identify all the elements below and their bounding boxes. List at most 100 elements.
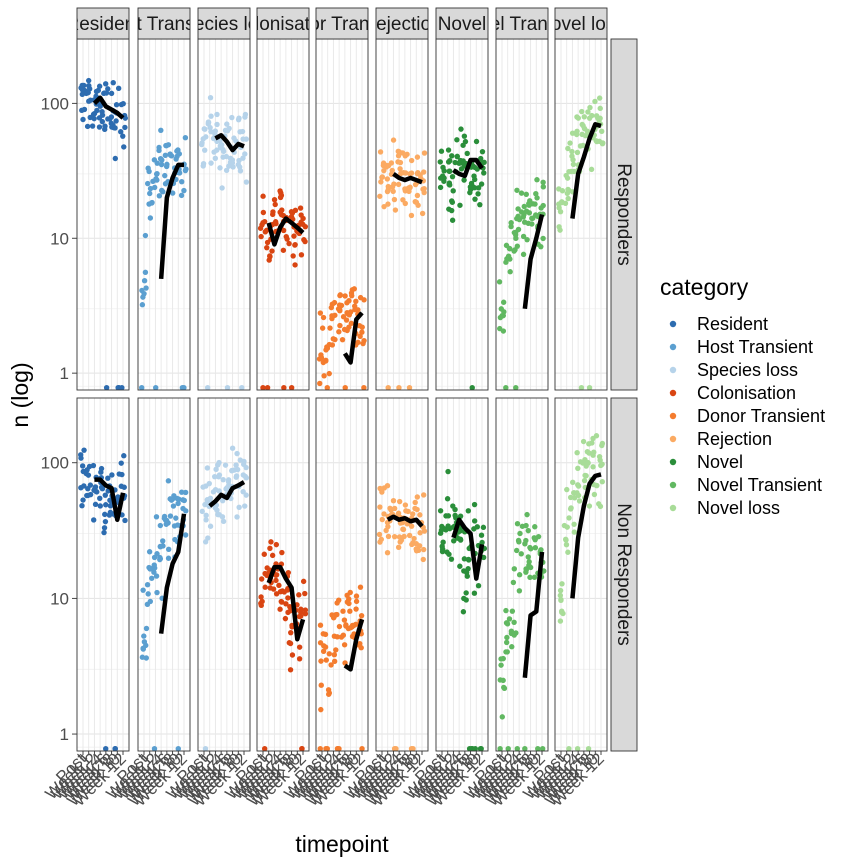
panel-background bbox=[376, 398, 428, 751]
data-point bbox=[580, 142, 586, 149]
data-point bbox=[324, 745, 330, 751]
points-group bbox=[377, 137, 428, 390]
data-point bbox=[585, 109, 591, 115]
data-point bbox=[174, 495, 180, 502]
x-axis-title: timepoint bbox=[295, 831, 389, 857]
data-point bbox=[183, 166, 189, 172]
panel-background bbox=[436, 398, 488, 751]
data-point bbox=[220, 146, 226, 153]
data-point bbox=[317, 745, 323, 751]
data-point bbox=[498, 662, 504, 668]
median-line bbox=[392, 172, 423, 185]
data-point bbox=[86, 98, 92, 104]
data-point bbox=[578, 385, 585, 390]
data-point bbox=[538, 547, 544, 553]
data-point bbox=[460, 158, 466, 164]
row-strip-label: Non Responders bbox=[613, 503, 634, 646]
data-point bbox=[357, 333, 363, 339]
data-point bbox=[199, 508, 205, 515]
data-point bbox=[479, 148, 486, 155]
data-point bbox=[242, 151, 248, 157]
data-point bbox=[421, 185, 427, 192]
data-point bbox=[532, 201, 538, 207]
data-point bbox=[268, 539, 274, 545]
data-point bbox=[298, 613, 304, 619]
y-tick-label: 1 bbox=[60, 364, 69, 383]
data-point bbox=[576, 498, 583, 504]
data-point bbox=[503, 639, 510, 646]
data-point bbox=[285, 595, 291, 601]
data-point bbox=[396, 534, 403, 540]
data-point bbox=[500, 677, 506, 684]
data-point bbox=[105, 86, 111, 92]
data-point bbox=[227, 155, 234, 161]
data-point bbox=[89, 123, 96, 129]
data-point bbox=[302, 590, 308, 597]
data-point bbox=[342, 293, 348, 299]
data-point bbox=[447, 158, 453, 164]
data-point bbox=[90, 111, 97, 118]
data-point bbox=[243, 179, 250, 185]
strip-label: Resident bbox=[66, 14, 142, 35]
data-point bbox=[527, 544, 533, 551]
data-point bbox=[181, 187, 187, 194]
data-point bbox=[329, 301, 336, 307]
data-point bbox=[96, 124, 103, 130]
data-point bbox=[204, 465, 211, 471]
data-point bbox=[420, 556, 426, 563]
data-point bbox=[360, 340, 366, 347]
data-point bbox=[497, 745, 503, 751]
data-point bbox=[557, 618, 564, 624]
data-point bbox=[340, 314, 347, 320]
data-point bbox=[346, 600, 352, 607]
panel-border bbox=[315, 397, 369, 752]
data-point bbox=[267, 253, 273, 259]
data-point bbox=[409, 541, 415, 548]
data-point bbox=[233, 474, 239, 480]
legend-swatch bbox=[669, 320, 677, 328]
data-point bbox=[400, 526, 406, 532]
data-point bbox=[337, 292, 343, 299]
data-point bbox=[212, 155, 219, 161]
row-strip-non-responders: Non Responders bbox=[610, 397, 638, 752]
panel-background bbox=[77, 398, 129, 751]
data-point bbox=[414, 154, 421, 160]
data-point bbox=[414, 192, 421, 199]
data-point bbox=[377, 485, 383, 492]
data-point bbox=[224, 128, 231, 134]
data-point bbox=[574, 149, 581, 156]
data-point bbox=[460, 609, 467, 615]
data-point bbox=[529, 221, 535, 227]
data-point bbox=[85, 472, 92, 478]
data-point bbox=[86, 86, 93, 92]
data-point bbox=[496, 279, 503, 285]
data-point bbox=[87, 491, 94, 498]
data-point bbox=[292, 262, 298, 268]
data-point bbox=[179, 179, 185, 185]
data-point bbox=[516, 539, 522, 545]
data-point bbox=[118, 483, 125, 489]
data-point bbox=[202, 147, 208, 153]
data-point bbox=[466, 557, 472, 563]
data-point bbox=[540, 184, 547, 190]
data-point bbox=[270, 209, 276, 215]
data-point bbox=[384, 188, 391, 195]
data-point bbox=[345, 625, 352, 632]
data-point bbox=[402, 153, 408, 159]
data-point bbox=[384, 176, 391, 182]
legend-swatch bbox=[669, 481, 677, 489]
data-point bbox=[317, 310, 324, 316]
data-point bbox=[230, 164, 236, 170]
data-point bbox=[324, 385, 330, 390]
data-point bbox=[328, 662, 334, 668]
points-group bbox=[257, 188, 309, 390]
data-point bbox=[583, 473, 589, 479]
data-point bbox=[317, 622, 324, 628]
data-point bbox=[97, 495, 103, 502]
data-point bbox=[318, 682, 324, 688]
data-point bbox=[514, 187, 520, 193]
data-point bbox=[438, 148, 445, 154]
data-point bbox=[336, 329, 342, 335]
data-point bbox=[292, 207, 299, 214]
data-point bbox=[525, 554, 531, 560]
